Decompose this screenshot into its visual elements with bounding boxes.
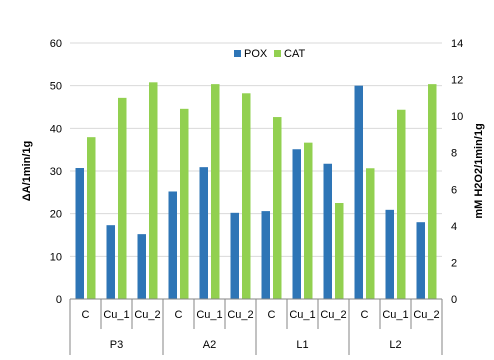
bar-pox	[385, 209, 394, 299]
y-left-tick-label: 0	[56, 294, 62, 306]
y-left-tick-label: 10	[50, 251, 62, 263]
bar-cat	[366, 168, 375, 299]
x-category-label: Cu_1	[103, 309, 129, 321]
y-right-tick-label: 8	[451, 148, 457, 160]
x-category-label: C	[82, 309, 90, 321]
bar-cat	[242, 93, 251, 300]
x-category-label: Cu_1	[196, 309, 222, 321]
x-group-label: L1	[296, 339, 308, 351]
y-right-tick-label: 14	[451, 38, 463, 50]
legend: POX CAT	[234, 48, 305, 60]
y-right-tick-label: 4	[451, 221, 457, 233]
bar-pox	[323, 163, 332, 299]
bar-cat	[273, 117, 282, 299]
bar-pox	[416, 222, 425, 299]
bar-cat	[149, 82, 158, 299]
y-left-tick-label: 60	[50, 38, 62, 50]
legend-label-pox: POX	[244, 48, 268, 60]
x-category-label: C	[175, 309, 183, 321]
x-category-label: Cu_2	[227, 309, 253, 321]
bar-cat	[87, 137, 96, 299]
y-axis-right-label: mM H2O2/1min/1g	[473, 123, 485, 218]
bar-pox	[230, 212, 239, 299]
axes: 0 10 20 30 40 50 60 0 2 4 6 8 10 12 14 C Cu_1 Cu_2 C Cu_1 Cu…	[50, 38, 463, 355]
y-left-tick-label: 20	[50, 209, 62, 221]
y-right-tick-label: 12	[451, 75, 463, 87]
bar-pox	[75, 168, 84, 299]
bar-pox	[354, 85, 363, 300]
bar-pox	[168, 191, 177, 299]
bar-pox	[137, 234, 146, 299]
x-group-label: L2	[389, 339, 401, 351]
x-group-label: A2	[203, 339, 216, 351]
x-category-label: Cu_2	[320, 309, 346, 321]
bar-pox	[199, 167, 208, 299]
x-group-label: P3	[110, 339, 123, 351]
x-category-label: Cu_2	[134, 309, 160, 321]
y-right-tick-label: 2	[451, 257, 457, 269]
x-category-label: Cu_1	[289, 309, 315, 321]
y-left-tick-label: 50	[50, 81, 62, 93]
y-left-tick-label: 30	[50, 166, 62, 178]
bar-cat	[428, 84, 437, 300]
y-left-tick-label: 40	[50, 123, 62, 135]
bar-cat	[118, 97, 127, 299]
bar-cat	[180, 108, 189, 299]
legend-swatch-cat	[274, 50, 281, 57]
bar-pox	[261, 211, 270, 299]
gridlines	[70, 42, 442, 257]
x-category-label: C	[361, 309, 369, 321]
y-right-tick-label: 10	[451, 111, 463, 123]
bar-cat	[397, 109, 406, 299]
bars	[75, 82, 437, 300]
x-category-label: Cu_2	[413, 309, 439, 321]
legend-label-cat: CAT	[284, 48, 305, 60]
legend-swatch-pox	[234, 50, 241, 57]
x-category-label: Cu_1	[382, 309, 408, 321]
bar-cat	[211, 84, 220, 300]
bar-pox	[106, 225, 115, 299]
y-axis-left-label: ΔA/1min/1g	[21, 141, 33, 201]
y-right-tick-label: 0	[451, 294, 457, 306]
y-right-tick-label: 6	[451, 184, 457, 196]
bar-pox	[292, 149, 301, 299]
bar-cat	[304, 142, 313, 299]
bar-cat	[335, 203, 344, 299]
x-category-label: C	[268, 309, 276, 321]
